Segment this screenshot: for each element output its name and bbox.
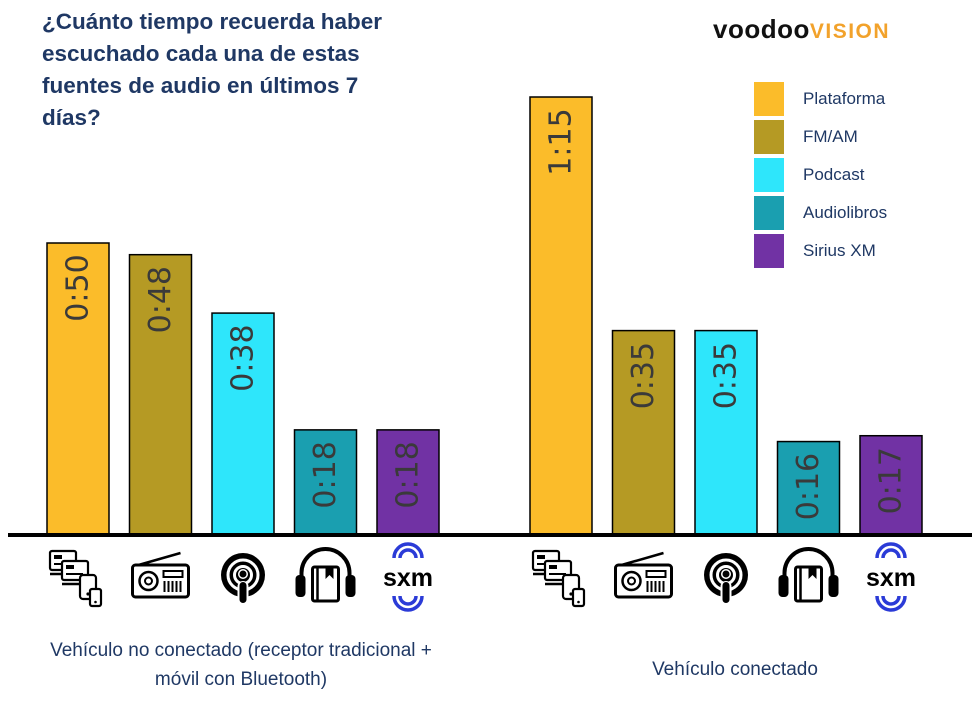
sxm-logo-icon: sxm [381, 542, 435, 612]
bar-label-fm-am-group-1: 0:48 [143, 266, 178, 333]
legend-label-audiolibros: Audiolibros [803, 203, 888, 222]
legend-item-podcast: Podcast [754, 156, 887, 194]
group-label-no-conectado: Vehículo no conectado (receptor tradicio… [50, 640, 432, 690]
bar-label-audiolibros-group-1: 0:18 [308, 441, 343, 508]
logo-text-vision: VISION [809, 20, 891, 43]
svg-text:sxm: sxm [866, 564, 916, 592]
legend-label-plataforma: Plataforma [803, 89, 886, 108]
bar-podcast-group-1 [211, 312, 275, 536]
devices-icon [48, 549, 103, 608]
group-label-conectado: Vehículo conectado [652, 659, 818, 680]
legend-swatch-audiolibros [754, 196, 784, 230]
sxm-logo-icon: sxm [864, 542, 918, 612]
legend-item-sirius-xm: Sirius XM [754, 232, 887, 270]
audiobook-icon [295, 547, 356, 603]
bar-plataforma-group-1 [46, 242, 110, 536]
legend-swatch-podcast [754, 158, 784, 192]
bar-label-audiolibros-group-2: 0:16 [791, 453, 826, 520]
devices-icon [531, 549, 586, 608]
legend-swatch-plataforma [754, 82, 784, 116]
legend-swatch-sirius-xm [754, 234, 784, 268]
legend-item-audiolibros: Audiolibros [754, 194, 887, 232]
bar-label-plataforma-group-1: 0:50 [61, 254, 96, 321]
logo-text-voodoo: voodoo [713, 14, 810, 44]
audiobook-icon [778, 547, 839, 603]
svg-text:sxm: sxm [383, 564, 433, 592]
legend-label-fm-am: FM/AM [803, 127, 858, 146]
legend: Plataforma FM/AM Podcast Audiolibros Sir… [754, 80, 887, 270]
chart-title: ¿Cuánto tiempo recuerda haber escuchado … [42, 9, 383, 130]
bar-label-podcast-group-2: 0:35 [709, 342, 744, 409]
bar-fm-am-group-2 [611, 329, 676, 536]
bar-label-plataforma-group-2: 1:15 [544, 108, 579, 175]
bar-label-sirius-xm-group-1: 0:18 [391, 441, 426, 508]
bar-audiolibros-group-2 [776, 440, 841, 536]
radio-icon [614, 551, 673, 599]
legend-item-fm-am: FM/AM [754, 118, 887, 156]
radio-icon [131, 551, 190, 599]
legend-label-podcast: Podcast [803, 165, 865, 184]
legend-item-plataforma: Plataforma [754, 80, 887, 118]
bar-label-sirius-xm-group-2: 0:17 [874, 447, 909, 514]
bar-fm-am-group-1 [128, 253, 193, 536]
voodoovision-logo: voodooVISION [713, 14, 890, 45]
bar-podcast-group-2 [694, 329, 758, 536]
podcast-icon [221, 553, 265, 603]
bar-label-podcast-group-1: 0:38 [226, 324, 261, 391]
legend-swatch-fm-am [754, 120, 784, 154]
podcast-icon [704, 553, 748, 603]
bar-label-fm-am-group-2: 0:35 [626, 342, 661, 409]
legend-label-sirius-xm: Sirius XM [803, 241, 876, 260]
